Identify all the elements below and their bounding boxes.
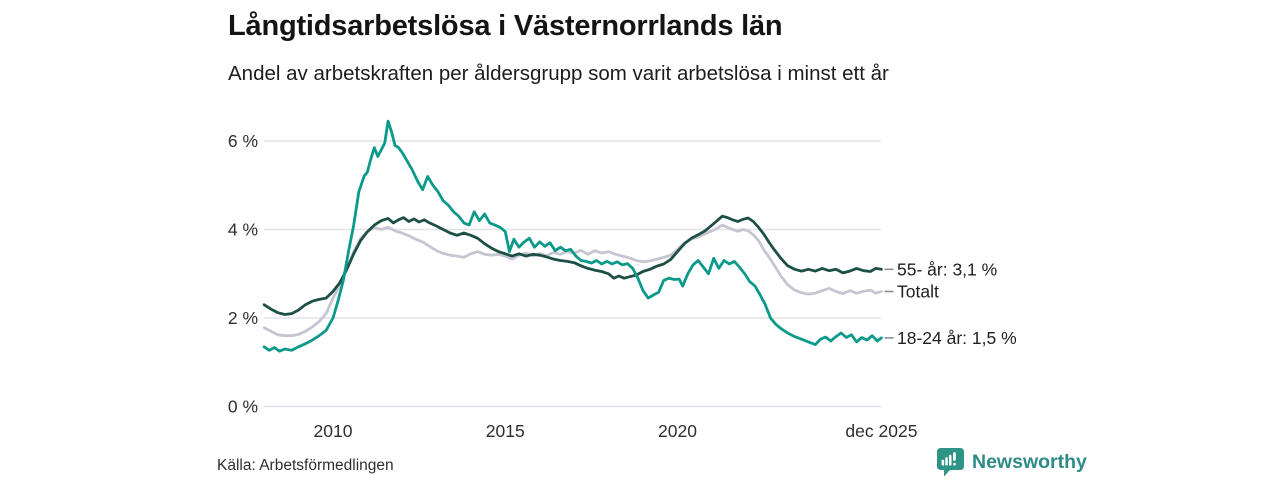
- series-layer: [262, 119, 883, 353]
- y-tick-label: 2 %: [228, 308, 258, 328]
- series-end-label-55--år: 55- år: 3,1 %: [897, 259, 997, 279]
- y-tick-label: 6 %: [228, 131, 258, 151]
- series-line-18-24-år: [262, 119, 883, 353]
- source-attribution: Källa: Arbetsförmedlingen: [217, 457, 394, 474]
- series-end-label-18-24-år: 18-24 år: 1,5 %: [897, 328, 1017, 348]
- bar-3: [949, 454, 952, 465]
- series-line-Totalt: [262, 223, 883, 338]
- newsworthy-logo[interactable]: Newsworthy: [937, 447, 1087, 477]
- x-tick-label: 2010: [314, 421, 353, 441]
- exclamation-dot: [953, 462, 956, 465]
- chart-subtitle: Andel av arbetskraften per åldersgrupp s…: [228, 62, 889, 85]
- x-tick-label: dec 2025: [845, 421, 917, 441]
- x-tick-label: 2015: [486, 421, 525, 441]
- series-end-label-Totalt: Totalt: [897, 281, 939, 301]
- gridlines-layer: [264, 140, 881, 408]
- y-tick-label: 0 %: [228, 397, 258, 417]
- newsworthy-wordmark: Newsworthy: [972, 450, 1087, 473]
- axis-labels-layer: 0 % 2 % 4 % 6 % 2010 2015 2020 dec 2025: [228, 131, 918, 441]
- x-tick-label: 2020: [658, 421, 697, 441]
- chart-title: Långtidsarbetslösa i Västernorrlands län: [228, 10, 783, 42]
- newsworthy-bubble-chart-icon: [937, 447, 964, 476]
- series-line-55--år: [262, 214, 883, 316]
- bar-2: [945, 456, 948, 465]
- end-labels-layer: 55- år: 3,1 %Totalt 18-24 år: 1,5 %: [884, 259, 1017, 348]
- y-tick-label: 4 %: [228, 220, 258, 240]
- exclamation-bar: [953, 451, 956, 461]
- bar-1: [941, 459, 945, 465]
